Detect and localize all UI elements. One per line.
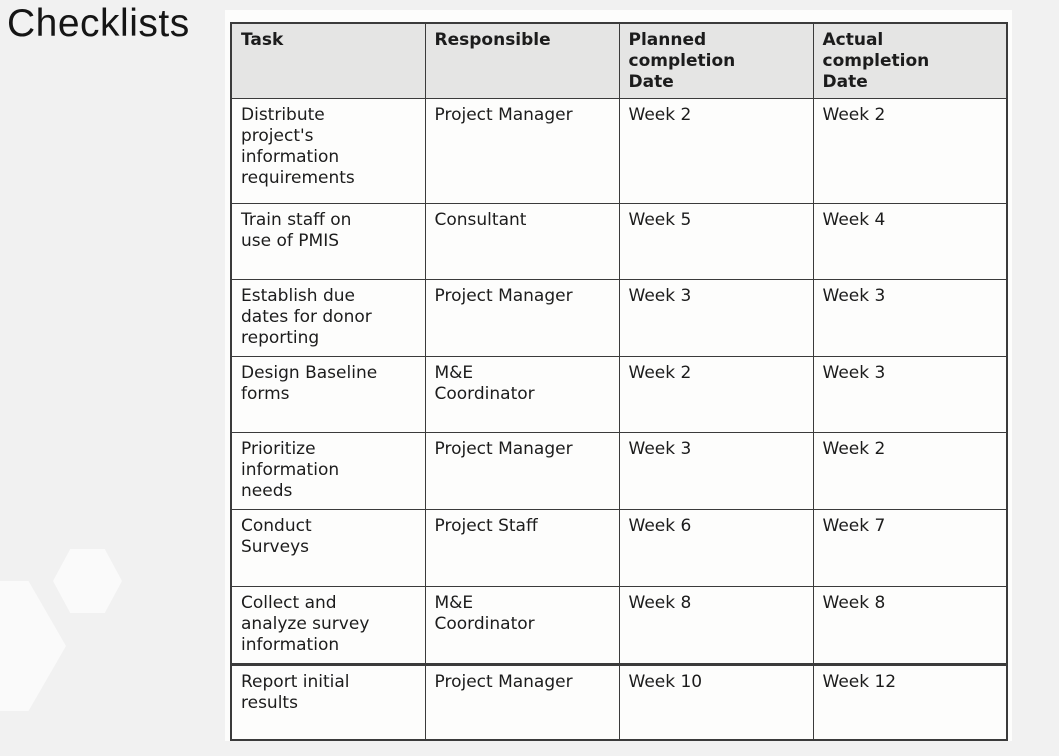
cell-responsible: Project Staff [424, 509, 620, 587]
cell-responsible: Project Manager [424, 98, 620, 204]
cell-task: Train staff on use of PMIS [230, 203, 426, 280]
cell-planned: Week 3 [618, 432, 814, 510]
cell-planned: Week 10 [618, 663, 814, 740]
cell-actual: Week 8 [812, 586, 1008, 665]
cell-actual: Week 2 [812, 432, 1008, 510]
checklist-table: Task Responsible Planned completion Date… [230, 22, 1008, 741]
cell-planned: Week 6 [618, 509, 814, 587]
cell-task: Collect and analyze survey information [230, 586, 426, 665]
hexagon-decoration-small [53, 549, 122, 613]
column-header-actual: Actual completion Date [812, 22, 1008, 99]
table-row: Prioritize information needs Project Mana… [230, 432, 1008, 510]
cell-task: Prioritize information needs [230, 432, 426, 510]
table-row: Establish due dates for donor reporting P… [230, 279, 1008, 357]
cell-planned: Week 8 [618, 586, 814, 665]
cell-planned: Week 2 [618, 356, 814, 433]
table-row: Design Baseline forms M&E Coordinator Week… [230, 356, 1008, 433]
table-row: Distribute project's information require… [230, 98, 1008, 204]
cell-responsible: Project Manager [424, 432, 620, 510]
cell-task: Establish due dates for donor reporting [230, 279, 426, 357]
cell-actual: Week 7 [812, 509, 1008, 587]
table-panel: Task Responsible Planned completion Date… [225, 10, 1012, 741]
table-row: Collect and analyze survey information M&… [230, 586, 1008, 665]
column-header-responsible: Responsible [424, 22, 620, 99]
cell-responsible: Consultant [424, 203, 620, 280]
hexagon-decoration-large [0, 581, 66, 711]
cell-actual: Week 3 [812, 356, 1008, 433]
header-row: Task Responsible Planned completion Date… [230, 22, 1008, 99]
cell-actual: Week 4 [812, 203, 1008, 280]
cell-task: Conduct Surveys [230, 509, 426, 587]
cell-task: Design Baseline forms [230, 356, 426, 433]
cell-actual: Week 3 [812, 279, 1008, 357]
table-body: Distribute project's information require… [230, 98, 1008, 740]
column-header-planned: Planned completion Date [618, 22, 814, 99]
cell-planned: Week 2 [618, 98, 814, 204]
cell-responsible: Project Manager [424, 279, 620, 357]
cell-responsible: M&E Coordinator [424, 586, 620, 665]
page-title: Checklists [7, 2, 190, 45]
cell-task: Distribute project's information require… [230, 98, 426, 204]
cell-actual: Week 12 [812, 663, 1008, 740]
table-row: Report initial results Project Manager Wee… [230, 663, 1008, 740]
column-header-task: Task [230, 22, 426, 99]
table-row: Train staff on use of PMIS Consultant Week… [230, 203, 1008, 280]
table-row: Conduct Surveys Project Staff Week 6 Week 7 [230, 509, 1008, 587]
table-header: Task Responsible Planned completion Date… [230, 22, 1008, 99]
cell-task: Report initial results [230, 663, 426, 740]
cell-planned: Week 5 [618, 203, 814, 280]
cell-responsible: Project Manager [424, 663, 620, 740]
cell-planned: Week 3 [618, 279, 814, 357]
cell-responsible: M&E Coordinator [424, 356, 620, 433]
cell-actual: Week 2 [812, 98, 1008, 204]
